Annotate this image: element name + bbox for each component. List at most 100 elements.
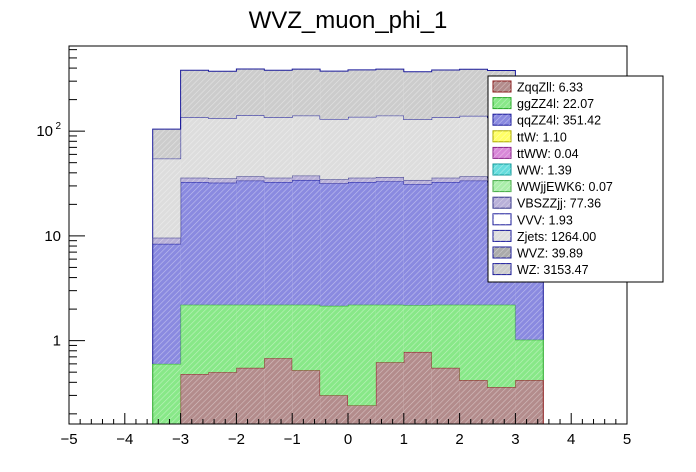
y-tick-label: 10 bbox=[36, 123, 53, 140]
bar-hatch-WZ-9 bbox=[403, 71, 432, 120]
y-tick-label: 10 bbox=[44, 228, 61, 245]
bar-hatch-ZqqZll-3 bbox=[236, 367, 265, 424]
bar-hatch-qqZZ4l-0 bbox=[152, 243, 181, 364]
x-tick-label: −1 bbox=[284, 431, 301, 448]
legend-box bbox=[487, 75, 664, 283]
legend-entry-WW: WW: 1.39 bbox=[517, 164, 572, 178]
x-tick-label: 5 bbox=[623, 431, 631, 448]
legend-swatch-hatch-ttWW bbox=[493, 147, 511, 159]
bar-hatch-ZqqZll-10 bbox=[431, 367, 460, 424]
legend-swatch-hatch-ggZZ4l bbox=[493, 97, 511, 109]
bar-hatch-ggZZ4l-6 bbox=[320, 305, 348, 396]
bar-hatch-Zjets-7 bbox=[348, 116, 376, 178]
bar-hatch-VBSZZjj-9 bbox=[403, 179, 432, 185]
legend-swatch-hatch-qqZZ4l bbox=[493, 114, 511, 126]
bar-hatch-WZ-0 bbox=[152, 129, 181, 159]
legend-entry-WZ: WZ: 3153.47 bbox=[517, 263, 589, 277]
bar-hatch-ZqqZll-7 bbox=[348, 405, 376, 424]
bar-hatch-Zjets-5 bbox=[292, 115, 321, 176]
bar-hatch-Zjets-6 bbox=[320, 118, 348, 180]
bar-hatch-ZqqZll-8 bbox=[375, 362, 404, 424]
bar-hatch-Zjets-0 bbox=[152, 158, 181, 238]
legend-entry-Zjets: Zjets: 1264.00 bbox=[517, 230, 596, 244]
bar-hatch-ZqqZll-4 bbox=[264, 358, 293, 424]
y-tick-label: 1 bbox=[53, 333, 61, 350]
bar-hatch-ggZZ4l-3 bbox=[236, 304, 265, 368]
legend-entry-ggZZ4l: ggZZ4l: 22.07 bbox=[517, 97, 594, 111]
bar-hatch-qqZZ4l-9 bbox=[403, 184, 432, 306]
bar-hatch-qqZZ4l-3 bbox=[236, 180, 265, 305]
bar-hatch-ggZZ4l-12 bbox=[487, 304, 516, 388]
bar-hatch-qqZZ4l-2 bbox=[208, 182, 237, 305]
bar-hatch-qqZZ4l-1 bbox=[180, 181, 209, 305]
bar-hatch-VBSZZjj-5 bbox=[292, 175, 321, 180]
bar-hatch-Zjets-3 bbox=[236, 115, 265, 177]
bar-hatch-ggZZ4l-7 bbox=[348, 304, 376, 406]
bar-hatch-ggZZ4l-5 bbox=[292, 304, 321, 371]
bar-hatch-ZqqZll-5 bbox=[292, 370, 321, 424]
bar-hatch-VBSZZjj-10 bbox=[431, 177, 460, 182]
legend-entry-VBSZZjj: VBSZZjj: 77.36 bbox=[517, 197, 601, 211]
bar-hatch-Zjets-9 bbox=[403, 119, 432, 180]
bar-hatch-ggZZ4l-9 bbox=[403, 305, 432, 352]
bar-hatch-qqZZ4l-4 bbox=[264, 181, 293, 305]
legend-entry-ZqqZll: ZqqZll: 6.33 bbox=[517, 81, 583, 95]
bar-hatch-WZ-2 bbox=[208, 71, 237, 119]
legend-swatch-hatch-WW bbox=[493, 164, 511, 175]
bar-hatch-VBSZZjj-0 bbox=[152, 237, 181, 244]
x-tick-label: 4 bbox=[567, 431, 575, 448]
series-WZ bbox=[152, 68, 516, 159]
legend-swatch-hatch-WWjjEWK6 bbox=[493, 180, 511, 192]
x-axis: −5 −4 −3 −2 −1 0 1 2 3 4 5 bbox=[60, 413, 631, 448]
bar-hatch-VBSZZjj-6 bbox=[320, 179, 348, 184]
bar-hatch-ggZZ4l-13 bbox=[515, 339, 544, 381]
legend-entry-VVV: VVV: 1.93 bbox=[517, 213, 573, 227]
bar-hatch-VBSZZjj-3 bbox=[236, 176, 265, 181]
x-tick-label: −5 bbox=[60, 431, 77, 448]
bar-hatch-WZ-11 bbox=[459, 69, 488, 116]
bar-hatch-qqZZ4l-11 bbox=[459, 180, 488, 305]
legend-swatch-hatch-ttW bbox=[493, 130, 511, 142]
bar-hatch-ZqqZll-12 bbox=[487, 387, 516, 424]
bar-hatch-WZ-8 bbox=[375, 69, 404, 116]
bar-hatch-ZqqZll-6 bbox=[320, 395, 348, 424]
bar-hatch-qqZZ4l-6 bbox=[320, 183, 348, 306]
bar-hatch-Zjets-2 bbox=[208, 118, 237, 179]
bar-hatch-ggZZ4l-8 bbox=[375, 304, 404, 363]
bar-hatch-VBSZZjj-4 bbox=[264, 177, 293, 182]
legend-swatch-hatch-Zjets bbox=[493, 230, 511, 242]
legend-entry-qqZZ4l: qqZZ4l: 351.42 bbox=[517, 114, 601, 128]
bar-hatch-WZ-4 bbox=[264, 70, 293, 118]
bar-hatch-Zjets-4 bbox=[264, 117, 293, 178]
x-tick-label: 3 bbox=[511, 431, 519, 448]
x-tick-label: 1 bbox=[400, 431, 408, 448]
bar-hatch-ggZZ4l-10 bbox=[431, 304, 460, 368]
bar-hatch-Zjets-11 bbox=[459, 115, 488, 177]
bar-hatch-WZ-10 bbox=[431, 69, 460, 118]
bar-hatch-ZqqZll-1 bbox=[180, 374, 209, 424]
legend-entry-ttWW: ttWW: 0.04 bbox=[517, 147, 579, 161]
legend-entry-ttW: ttW: 1.10 bbox=[517, 130, 567, 144]
bar-hatch-WZ-1 bbox=[180, 70, 209, 118]
bar-hatch-WZ-3 bbox=[236, 69, 265, 116]
bar-hatch-Zjets-10 bbox=[431, 117, 460, 178]
bar-hatch-qqZZ4l-7 bbox=[348, 181, 376, 305]
bar-hatch-VBSZZjj-1 bbox=[180, 177, 209, 182]
bar-hatch-ggZZ4l-11 bbox=[459, 304, 488, 381]
bar-hatch-qqZZ4l-10 bbox=[431, 181, 460, 305]
bar-hatch-WZ-6 bbox=[320, 71, 348, 119]
bar-hatch-ggZZ4l-4 bbox=[264, 304, 293, 359]
legend-swatch-hatch-WZ bbox=[493, 263, 511, 275]
x-tick-label: 0 bbox=[344, 431, 352, 448]
outline-WZ bbox=[152, 68, 516, 159]
bar-hatch-ggZZ4l-0 bbox=[152, 363, 181, 424]
bar-hatch-WZ-7 bbox=[348, 69, 376, 117]
legend-entry-WVZ: WVZ: 39.89 bbox=[517, 247, 583, 261]
bar-hatch-VBSZZjj-7 bbox=[348, 177, 376, 182]
y-tick-exponent: 2 bbox=[55, 121, 61, 132]
legend-swatch-hatch-ZqqZll bbox=[493, 81, 511, 92]
x-tick-label: 2 bbox=[455, 431, 463, 448]
bar-hatch-ZqqZll-9 bbox=[403, 351, 432, 424]
chart-title: WVZ_muon_phi_1 bbox=[249, 7, 448, 34]
bar-hatch-ggZZ4l-1 bbox=[180, 304, 209, 375]
